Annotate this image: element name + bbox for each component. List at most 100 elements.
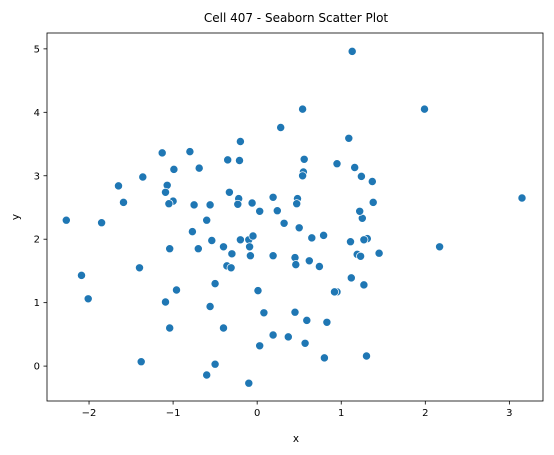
data-point <box>194 163 204 173</box>
data-point <box>374 248 384 258</box>
data-point <box>362 351 371 361</box>
data-point <box>165 244 175 254</box>
y-tick-label: 0 <box>34 362 40 373</box>
y-tick-label: 4 <box>34 108 40 119</box>
data-point <box>279 218 289 228</box>
data-point <box>292 199 302 209</box>
data-point <box>283 332 293 342</box>
data-point <box>517 193 527 203</box>
data-point <box>355 206 365 216</box>
data-point <box>368 197 378 207</box>
data-point <box>291 260 301 270</box>
data-point <box>259 308 269 318</box>
x-axis: −2 −1 0 1 2 3 <box>82 401 513 419</box>
data-point <box>268 251 278 261</box>
data-point <box>235 137 245 146</box>
data-point <box>332 159 342 169</box>
data-point <box>302 315 312 325</box>
data-point <box>268 330 278 340</box>
data-point <box>189 200 199 210</box>
data-point <box>248 231 258 241</box>
data-point <box>420 104 429 114</box>
y-axis: 0 1 2 3 4 5 <box>34 44 47 373</box>
data-point <box>164 199 174 209</box>
data-point <box>272 206 282 216</box>
y-axis-label: y <box>10 214 22 220</box>
data-point <box>224 187 234 197</box>
data-point <box>347 46 357 56</box>
data-point <box>202 215 212 225</box>
data-point <box>435 242 445 252</box>
data-point <box>138 172 148 182</box>
x-tick-label: −1 <box>166 408 181 419</box>
data-point <box>83 294 93 304</box>
data-point <box>304 256 314 266</box>
data-point <box>255 341 265 351</box>
data-point <box>161 297 170 307</box>
data-point <box>298 104 308 114</box>
data-point <box>245 251 255 261</box>
data-point <box>207 236 217 245</box>
data-point <box>356 171 366 181</box>
data-point <box>276 123 286 132</box>
data-point <box>319 353 329 363</box>
data-point <box>114 181 123 191</box>
data-point <box>223 155 233 165</box>
data-point <box>135 263 144 273</box>
data-point <box>165 323 175 333</box>
data-point <box>235 156 244 165</box>
data-point <box>210 279 220 289</box>
data-point <box>253 286 263 296</box>
data-point <box>227 249 237 259</box>
x-tick-label: 1 <box>338 408 344 419</box>
data-point <box>61 215 71 225</box>
plot-frame <box>46 32 544 402</box>
data-point <box>210 359 220 369</box>
data-point <box>136 357 146 367</box>
x-axis-label: x <box>293 433 299 445</box>
data-point <box>219 242 228 252</box>
data-point <box>294 223 304 233</box>
x-tick-label: 0 <box>254 408 260 419</box>
data-point <box>205 200 215 210</box>
data-point <box>307 233 317 243</box>
data-point <box>319 230 329 240</box>
data-point <box>322 317 332 327</box>
data-point <box>300 338 310 348</box>
data-point <box>346 273 356 283</box>
data-point <box>299 154 309 164</box>
data-point <box>290 307 300 317</box>
x-tick-label: 3 <box>506 408 512 419</box>
data-point <box>350 163 360 172</box>
x-tick-label: −2 <box>82 408 97 419</box>
data-point <box>97 218 107 228</box>
data-point <box>169 164 179 174</box>
data-point <box>205 302 215 311</box>
data-point <box>268 192 278 202</box>
data-point <box>356 251 366 261</box>
data-point <box>298 171 308 181</box>
y-tick-label: 2 <box>34 235 40 246</box>
y-tick-label: 1 <box>34 298 40 309</box>
data-point <box>344 133 354 143</box>
data-point <box>172 285 181 295</box>
data-point <box>359 235 369 245</box>
y-tick-label: 5 <box>34 44 40 55</box>
data-point <box>157 148 167 158</box>
data-point <box>185 147 195 157</box>
data-point <box>245 242 255 252</box>
data-point <box>367 177 377 186</box>
data-point <box>187 227 197 237</box>
data-point <box>255 206 265 216</box>
data-point <box>119 197 128 207</box>
data-point <box>235 235 245 245</box>
data-point <box>244 378 254 388</box>
data-point <box>193 244 203 254</box>
data-point <box>161 187 170 197</box>
data-point <box>202 370 212 380</box>
data-point <box>330 287 339 297</box>
data-point <box>359 280 369 290</box>
y-tick-label: 3 <box>34 171 40 182</box>
x-tick-label: 2 <box>422 408 428 419</box>
points-layer <box>61 46 527 388</box>
